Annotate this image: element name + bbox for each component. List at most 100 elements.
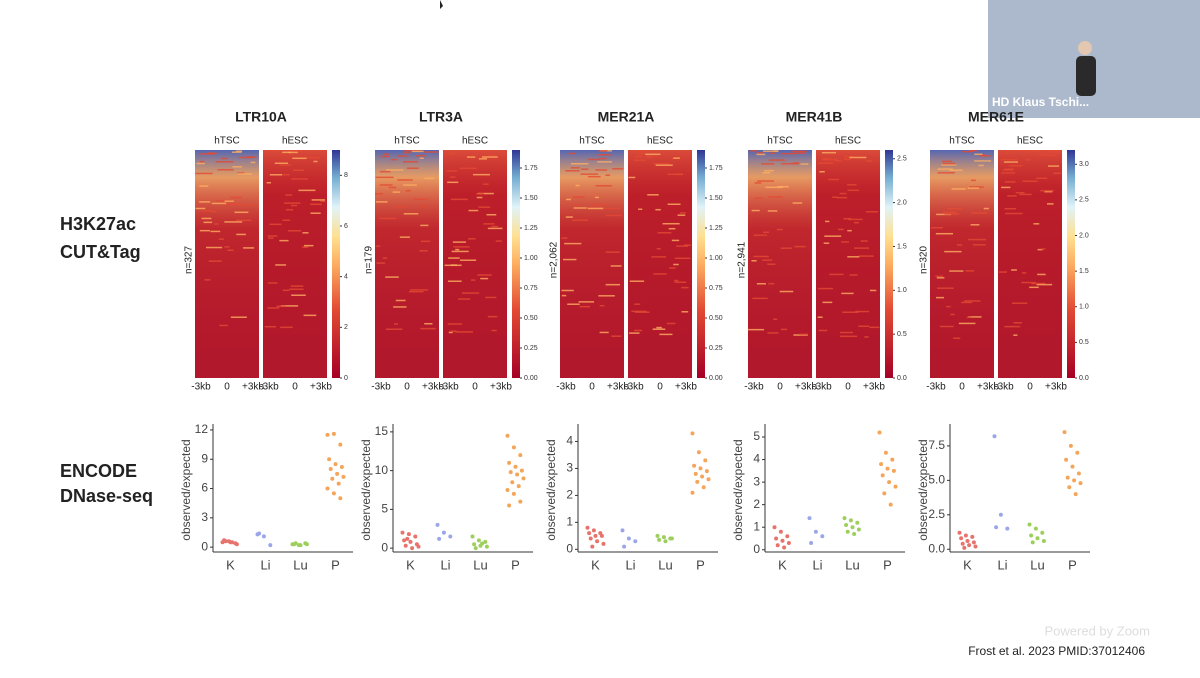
heatmap-texture — [602, 207, 621, 210]
x-tick-label: K — [591, 557, 600, 572]
data-point — [507, 503, 512, 508]
colorbar-tick-label: 2 — [344, 324, 348, 331]
heatmap-texture — [777, 185, 789, 188]
heatmap-texture — [1002, 169, 1014, 171]
heatmap-texture — [969, 150, 978, 152]
heatmap-texture — [223, 203, 240, 206]
data-point — [1035, 536, 1040, 541]
heatmap-texture — [762, 171, 771, 174]
data-point — [844, 522, 849, 527]
heatmap-texture — [828, 178, 839, 181]
sample-label: hESC — [647, 136, 673, 147]
heatmap-texture — [459, 167, 477, 170]
heatmap-texture — [211, 210, 217, 213]
x-tick-label: Li — [260, 557, 270, 572]
heatmap-texture — [207, 152, 217, 154]
y-tick-label: 4 — [753, 452, 760, 466]
data-point — [521, 476, 526, 481]
heatmap-texture — [776, 228, 783, 231]
heatmap-texture — [230, 196, 242, 199]
data-point — [298, 543, 303, 548]
speaker-body — [1076, 56, 1096, 96]
heatmap-texture — [303, 314, 317, 317]
data-point — [338, 442, 343, 447]
heatmap-texture — [282, 289, 290, 292]
heatmap-texture — [1021, 272, 1027, 274]
heatmap-texture — [232, 166, 242, 168]
data-point — [965, 538, 970, 543]
heatmap-texture — [681, 286, 689, 289]
heatmap-texture — [853, 247, 870, 249]
data-point — [693, 471, 698, 476]
heatmap-texture — [1003, 161, 1018, 163]
heatmap-texture — [267, 307, 280, 309]
data-point — [888, 502, 893, 507]
heatmap-texture — [572, 204, 581, 206]
heatmap-title: MER41B — [786, 109, 843, 125]
heatmap-texture — [668, 227, 676, 230]
heatmap-texture — [573, 196, 585, 198]
heatmap-texture — [237, 172, 245, 174]
colorbar-tick-label: 1.5 — [1079, 268, 1089, 275]
heatmap-texture — [386, 169, 404, 171]
heatmap-texture — [570, 167, 580, 169]
heatmap-texture — [768, 282, 775, 285]
heatmap-texture — [751, 260, 757, 262]
heatmap-texture — [1044, 190, 1053, 193]
heatmap-texture — [953, 337, 961, 340]
heatmap-texture — [285, 194, 293, 196]
heatmap-texture — [1040, 189, 1054, 192]
colorbar-tick-label: 0 — [344, 375, 348, 382]
heatmap-texture — [420, 327, 436, 330]
data-point — [473, 546, 478, 551]
data-point — [518, 453, 523, 458]
data-point — [595, 539, 600, 544]
data-point — [957, 530, 962, 535]
heatmap-texture — [310, 203, 322, 206]
data-point — [413, 534, 418, 539]
heatmap-texture — [634, 329, 643, 332]
y-axis-label: observed/expected — [916, 439, 930, 540]
heatmap-texture — [750, 150, 757, 152]
heatmap-texture — [935, 232, 953, 235]
data-point — [967, 543, 972, 548]
x-tick-label: -3kb — [191, 382, 211, 393]
data-point — [599, 533, 604, 538]
x-tick-label: +3kb — [422, 382, 444, 393]
data-point — [960, 541, 965, 546]
data-point — [590, 544, 595, 549]
heatmap-texture — [794, 245, 806, 248]
heatmap-texture — [198, 153, 216, 155]
heatmap-texture — [279, 239, 289, 242]
data-point — [774, 536, 779, 541]
colorbar-tick-label: 1.0 — [1079, 304, 1089, 311]
heatmap-texture — [818, 287, 834, 290]
data-point — [695, 479, 700, 484]
x-tick-label: -3kb — [812, 382, 832, 393]
data-point — [601, 541, 606, 546]
heatmap-texture — [869, 289, 877, 292]
heatmap-texture — [849, 156, 867, 159]
heatmap-texture — [596, 154, 612, 156]
heatmap-texture — [581, 168, 589, 170]
heatmap-texture — [864, 336, 869, 338]
heatmap-texture — [634, 303, 641, 305]
heatmap-texture — [275, 264, 287, 266]
data-point — [820, 534, 825, 539]
data-point — [845, 529, 850, 534]
colorbar-tick-label: 0.5 — [897, 331, 907, 338]
heatmap-texture — [968, 238, 987, 241]
heatmap-texture — [423, 151, 439, 153]
data-point — [335, 471, 340, 476]
heatmap-texture — [570, 163, 589, 165]
heatmap-texture — [199, 201, 211, 203]
heatmap-texture — [674, 281, 687, 283]
heatmap-texture — [822, 158, 829, 160]
x-tick-label: P — [883, 557, 892, 572]
heatmap-texture — [491, 225, 498, 228]
heatmap-texture — [841, 292, 854, 295]
heatmap-texture — [842, 311, 859, 313]
heatmap-texture — [1004, 325, 1021, 328]
heatmap-texture — [1007, 195, 1017, 197]
